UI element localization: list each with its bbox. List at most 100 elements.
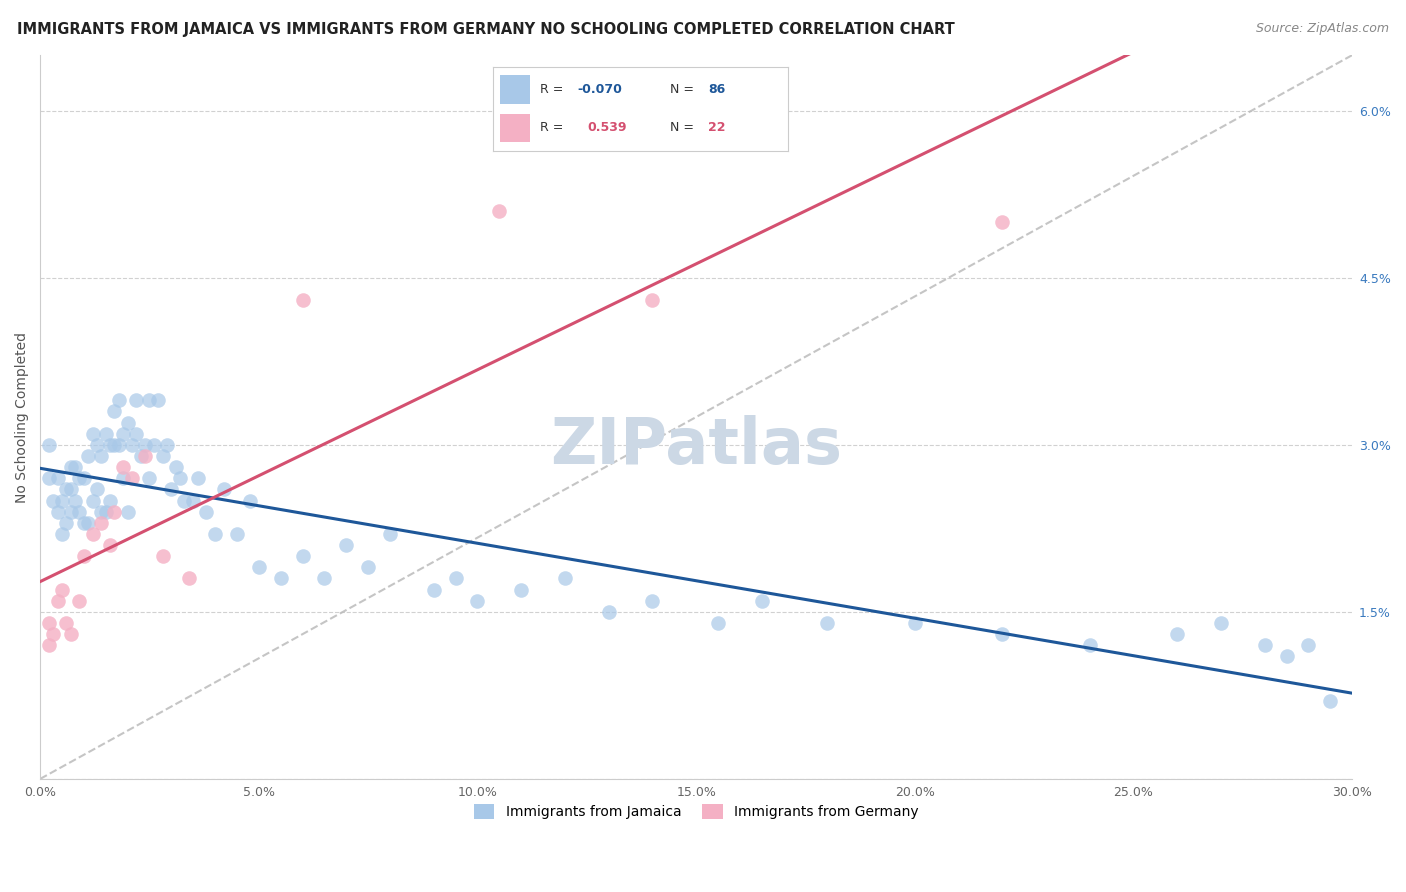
Point	[422, 582, 444, 597]
Point	[314, 572, 336, 586]
Point	[1319, 694, 1341, 708]
Point	[598, 605, 620, 619]
Point	[204, 527, 226, 541]
Point	[90, 516, 112, 530]
Point	[554, 572, 576, 586]
Point	[55, 516, 77, 530]
Point	[73, 549, 96, 564]
Point	[51, 493, 73, 508]
Point	[125, 426, 148, 441]
Point	[177, 572, 200, 586]
Point	[138, 393, 160, 408]
Point	[38, 438, 60, 452]
Point	[69, 471, 91, 485]
Point	[94, 426, 117, 441]
Point	[270, 572, 292, 586]
Point	[1078, 638, 1101, 652]
Text: IMMIGRANTS FROM JAMAICA VS IMMIGRANTS FROM GERMANY NO SCHOOLING COMPLETED CORREL: IMMIGRANTS FROM JAMAICA VS IMMIGRANTS FR…	[17, 22, 955, 37]
Point	[59, 483, 82, 497]
Point	[77, 449, 100, 463]
Point	[125, 393, 148, 408]
Point	[108, 393, 131, 408]
Y-axis label: No Schooling Completed: No Schooling Completed	[15, 332, 30, 502]
Point	[1209, 615, 1232, 630]
Point	[467, 593, 489, 607]
Point	[77, 516, 100, 530]
Point	[112, 460, 135, 475]
Point	[46, 471, 69, 485]
Legend: Immigrants from Jamaica, Immigrants from Germany: Immigrants from Jamaica, Immigrants from…	[467, 797, 925, 826]
Point	[69, 593, 91, 607]
Point	[63, 460, 86, 475]
Point	[98, 493, 121, 508]
Point	[103, 404, 125, 418]
Point	[46, 505, 69, 519]
Point	[59, 627, 82, 641]
Point	[291, 293, 314, 307]
Point	[134, 449, 156, 463]
Point	[73, 471, 96, 485]
Point	[103, 505, 125, 519]
Point	[707, 615, 730, 630]
Point	[138, 471, 160, 485]
Point	[108, 438, 131, 452]
Point	[112, 426, 135, 441]
Point	[103, 438, 125, 452]
Point	[212, 483, 235, 497]
Point	[165, 460, 187, 475]
Point	[641, 593, 664, 607]
Point	[1275, 649, 1298, 664]
Point	[117, 416, 139, 430]
Point	[1298, 638, 1320, 652]
Point	[904, 615, 927, 630]
Point	[42, 493, 65, 508]
Text: Source: ZipAtlas.com: Source: ZipAtlas.com	[1256, 22, 1389, 36]
Point	[156, 438, 179, 452]
Point	[195, 505, 218, 519]
Point	[73, 516, 96, 530]
Point	[226, 527, 249, 541]
Point	[82, 426, 104, 441]
Point	[991, 215, 1014, 229]
Point	[160, 483, 183, 497]
Point	[991, 627, 1014, 641]
Point	[90, 449, 112, 463]
Point	[169, 471, 191, 485]
Point	[335, 538, 357, 552]
Point	[51, 527, 73, 541]
Point	[488, 204, 510, 219]
Point	[82, 493, 104, 508]
Point	[134, 438, 156, 452]
Point	[90, 505, 112, 519]
Point	[173, 493, 195, 508]
Point	[152, 449, 174, 463]
Point	[46, 593, 69, 607]
Point	[510, 582, 533, 597]
Point	[357, 560, 380, 574]
Point	[815, 615, 838, 630]
Point	[129, 449, 152, 463]
Point	[142, 438, 165, 452]
Point	[444, 572, 467, 586]
Point	[63, 493, 86, 508]
Point	[247, 560, 270, 574]
Point	[59, 505, 82, 519]
Point	[187, 471, 209, 485]
Point	[86, 438, 108, 452]
Point	[181, 493, 204, 508]
Point	[98, 438, 121, 452]
Point	[152, 549, 174, 564]
Text: ZIPatlas: ZIPatlas	[550, 415, 842, 477]
Point	[42, 627, 65, 641]
Point	[1166, 627, 1188, 641]
Point	[121, 471, 143, 485]
Point	[38, 471, 60, 485]
Point	[117, 505, 139, 519]
Point	[59, 460, 82, 475]
Point	[55, 615, 77, 630]
Point	[641, 293, 664, 307]
Point	[94, 505, 117, 519]
Point	[98, 538, 121, 552]
Point	[69, 505, 91, 519]
Point	[82, 527, 104, 541]
